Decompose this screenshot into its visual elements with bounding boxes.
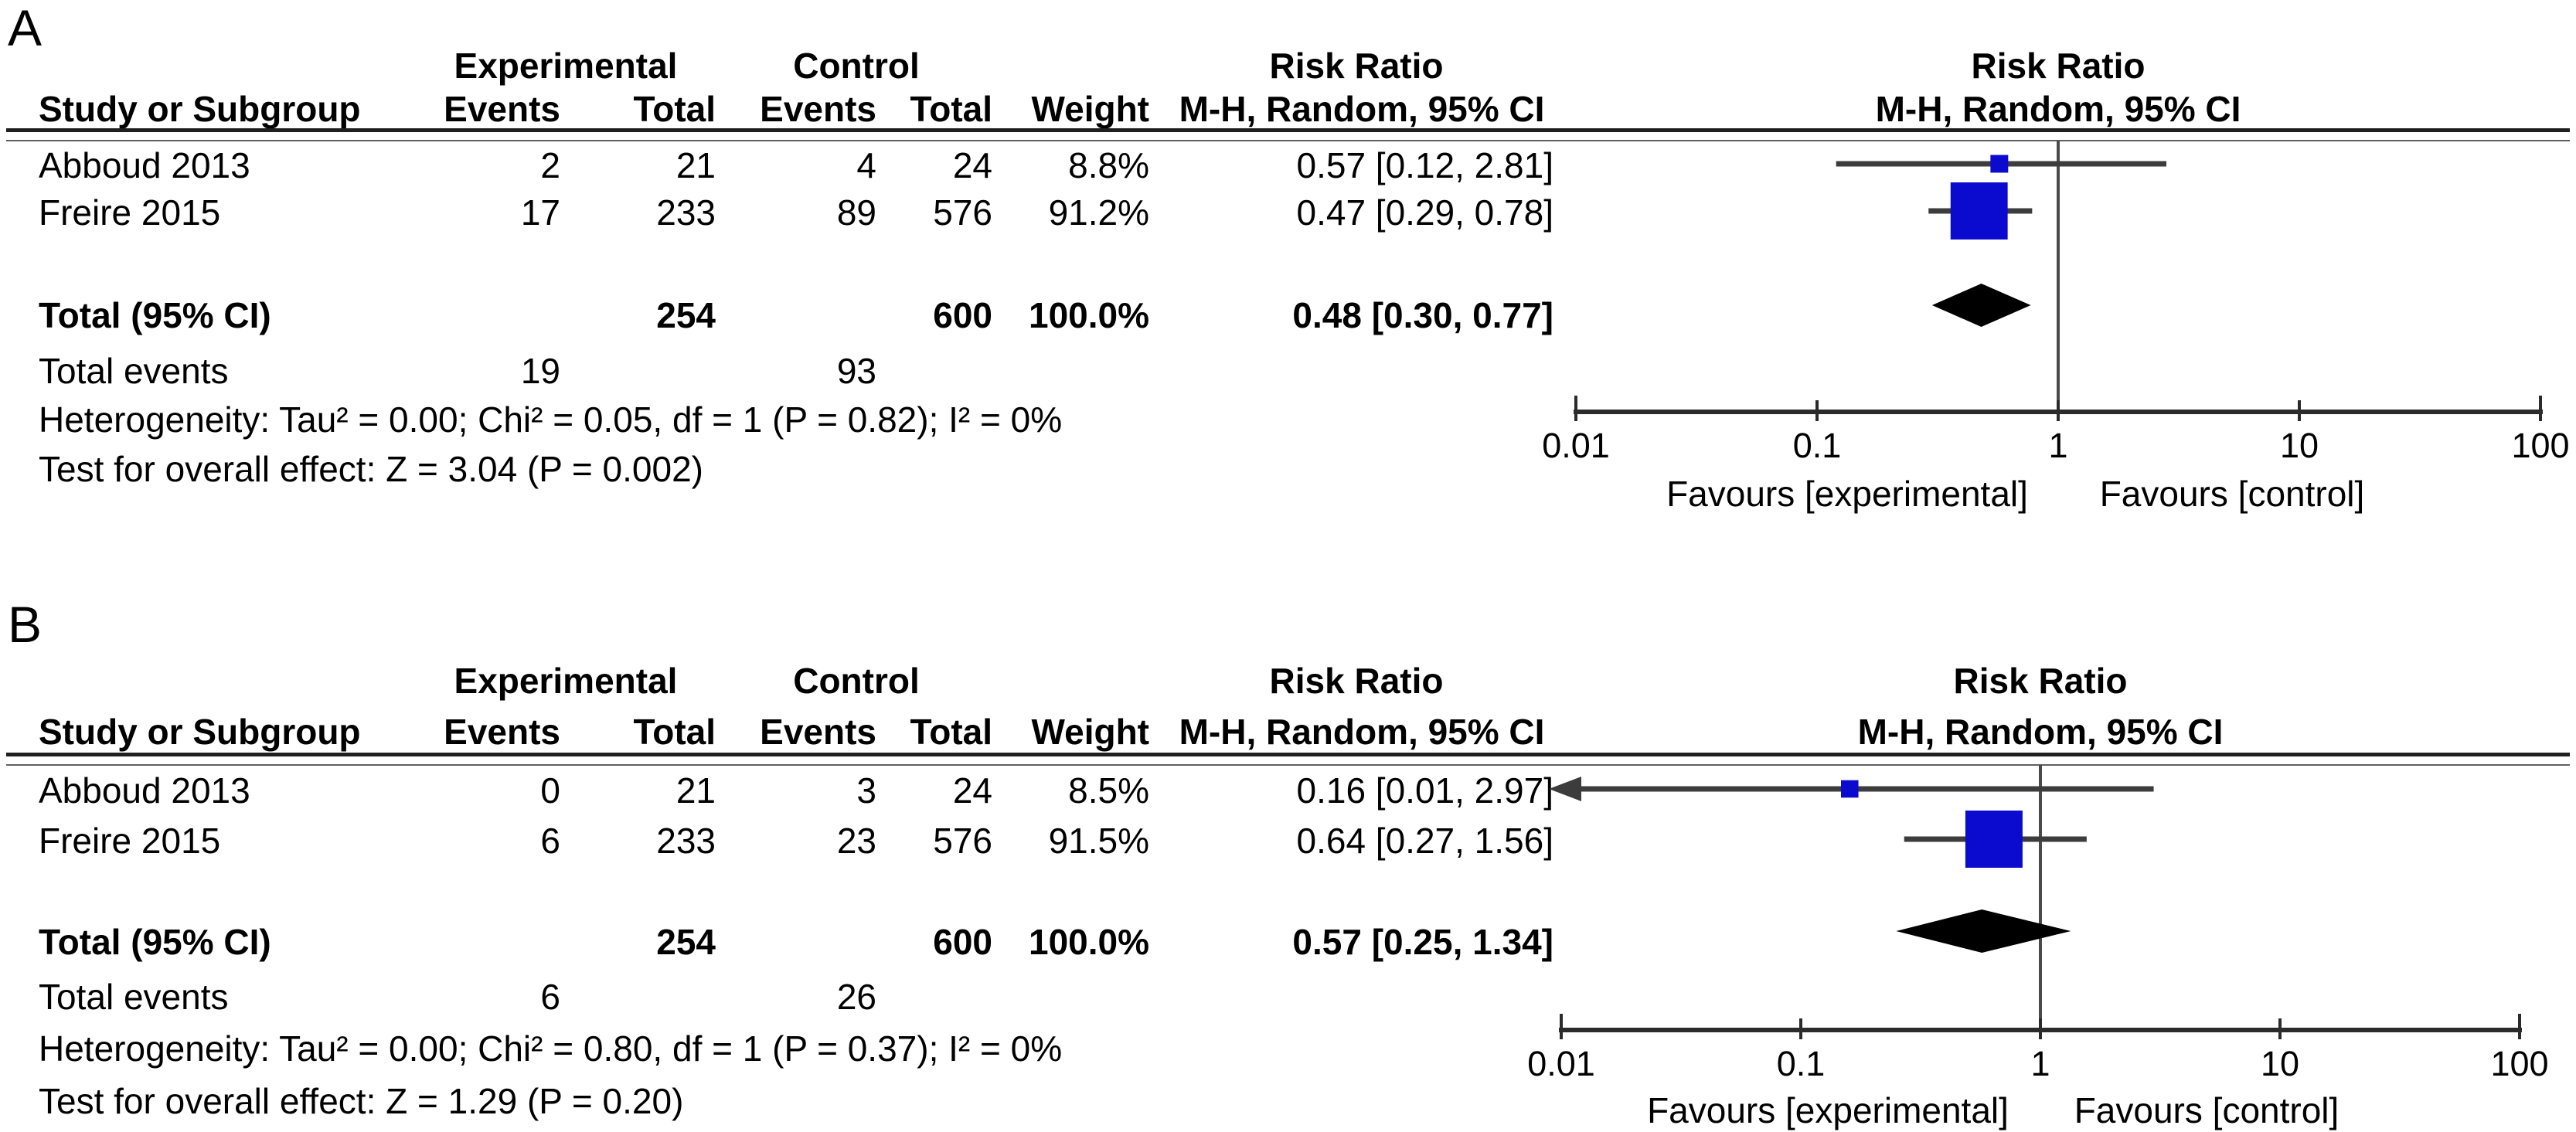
col-header-events-ctl: Events	[760, 712, 876, 752]
favours-control-label: Favours [control]	[2074, 1090, 2339, 1130]
group-header-risk-ratio-left: Risk Ratio	[1269, 661, 1444, 701]
weight: 91.5%	[1048, 821, 1149, 861]
axis-tick-label: 0.01	[1527, 1044, 1595, 1083]
group-header-risk-ratio-left: Risk Ratio	[1269, 46, 1444, 86]
col-header-study: Study or Subgroup	[39, 89, 361, 129]
events-ctl: 23	[836, 821, 876, 861]
axis-tick-label: 0.1	[1776, 1044, 1826, 1083]
rr-ci-text: 0.47 [0.29, 0.78]	[1296, 192, 1554, 233]
total-label: Total (95% CI)	[39, 295, 271, 335]
rr-ci-text: 0.64 [0.27, 1.56]	[1296, 821, 1554, 861]
total-ctl: 600	[933, 922, 992, 962]
events-ctl: 4	[856, 145, 876, 185]
events-ctl: 3	[856, 770, 876, 811]
total-exp: 233	[656, 192, 716, 233]
col-header-mh-left: M-H, Random, 95% CI	[1179, 712, 1545, 752]
study-name: Freire 2015	[39, 192, 221, 233]
total-exp: 21	[675, 770, 716, 811]
total-events-label: Total events	[39, 351, 229, 391]
total-ctl: 576	[933, 192, 992, 233]
total-label: Total (95% CI)	[39, 922, 271, 962]
col-header-weight: Weight	[1031, 89, 1149, 129]
col-header-total-exp: Total	[633, 89, 716, 129]
events-exp: 2	[540, 145, 560, 185]
col-header-weight: Weight	[1031, 712, 1149, 752]
total-exp: 233	[656, 821, 716, 861]
panel-b-label: B	[8, 596, 43, 653]
study-name: Abboud 2013	[39, 145, 250, 185]
weight: 8.5%	[1068, 770, 1149, 811]
col-header-events-exp: Events	[444, 89, 560, 129]
total-events-label: Total events	[39, 977, 229, 1017]
col-header-study: Study or Subgroup	[39, 712, 361, 752]
total-ctl: 600	[933, 295, 992, 335]
axis-tick-label: 10	[2260, 1044, 2300, 1083]
favours-experimental-label: Favours [experimental]	[1666, 474, 2028, 514]
total-weight: 100.0%	[1028, 295, 1149, 335]
total-exp: 254	[656, 295, 716, 335]
axis-tick-label: 0.01	[1542, 426, 1610, 465]
rr-ci-text: 0.16 [0.01, 2.97]	[1296, 770, 1554, 811]
total-ctl: 24	[952, 145, 992, 185]
axis-tick-label: 100	[2490, 1044, 2549, 1083]
col-header-total-ctl: Total	[910, 712, 992, 752]
events-exp: 6	[540, 821, 560, 861]
group-header-control: Control	[793, 661, 920, 701]
group-header-experimental: Experimental	[454, 46, 678, 86]
col-header-mh-right: M-H, Random, 95% CI	[1857, 712, 2224, 752]
col-header-events-ctl: Events	[760, 89, 876, 129]
heterogeneity-text: Heterogeneity: Tau² = 0.00; Chi² = 0.05,…	[39, 399, 1063, 440]
col-header-total-exp: Total	[633, 712, 716, 752]
events-exp: 0	[540, 770, 560, 811]
group-header-risk-ratio-right: Risk Ratio	[1953, 661, 2128, 701]
header-separator	[6, 128, 2570, 141]
study-name: Abboud 2013	[39, 770, 250, 811]
events-ctl: 89	[836, 192, 876, 233]
group-header-risk-ratio-right: Risk Ratio	[1971, 46, 2146, 86]
group-header-experimental: Experimental	[454, 661, 678, 701]
total-ctl: 24	[952, 770, 992, 811]
overall-effect-text: Test for overall effect: Z = 1.29 (P = 0…	[39, 1081, 684, 1121]
total-events-exp: 19	[520, 351, 560, 391]
axis-tick-label: 1	[2030, 1044, 2050, 1083]
total-exp: 254	[656, 922, 716, 962]
total-events-exp: 6	[540, 977, 560, 1017]
header-separator	[6, 753, 2570, 766]
col-header-total-ctl: Total	[910, 89, 992, 129]
panel-a-label: A	[8, 0, 43, 56]
study-name: Freire 2015	[39, 821, 221, 861]
total-events-ctl: 26	[836, 977, 876, 1017]
col-header-events-exp: Events	[444, 712, 560, 752]
overall-effect-text: Test for overall effect: Z = 3.04 (P = 0…	[39, 449, 703, 489]
favours-experimental-label: Favours [experimental]	[1647, 1090, 2009, 1130]
group-header-control: Control	[793, 46, 920, 86]
axis-tick-label: 10	[2279, 426, 2319, 465]
axis-tick-label: 0.1	[1792, 426, 1842, 465]
total-rr-ci-text: 0.57 [0.25, 1.34]	[1292, 922, 1553, 962]
axis-tick-label: 100	[2511, 426, 2570, 465]
total-weight: 100.0%	[1028, 922, 1149, 962]
axis-tick-label: 1	[2048, 426, 2068, 465]
total-rr-ci-text: 0.48 [0.30, 0.77]	[1292, 295, 1553, 335]
favours-control-label: Favours [control]	[2099, 474, 2365, 514]
heterogeneity-text: Heterogeneity: Tau² = 0.00; Chi² = 0.80,…	[39, 1028, 1063, 1069]
total-exp: 21	[675, 145, 716, 185]
total-ctl: 576	[933, 821, 992, 861]
events-exp: 17	[520, 192, 560, 233]
col-header-mh-left: M-H, Random, 95% CI	[1179, 89, 1545, 129]
rr-ci-text: 0.57 [0.12, 2.81]	[1296, 145, 1554, 185]
total-events-ctl: 93	[836, 351, 876, 391]
weight: 91.2%	[1048, 192, 1149, 233]
col-header-mh-right: M-H, Random, 95% CI	[1875, 89, 2241, 129]
weight: 8.8%	[1068, 145, 1149, 185]
